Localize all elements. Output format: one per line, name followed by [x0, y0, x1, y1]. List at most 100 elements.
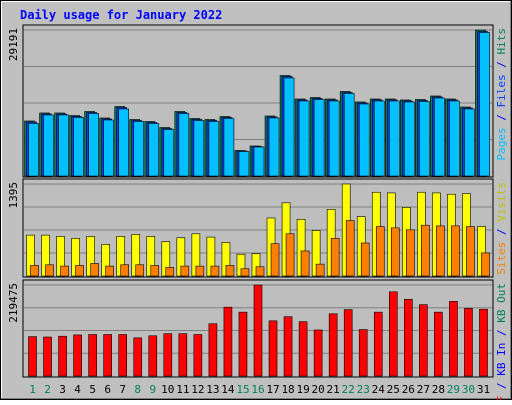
- bar-kb-kb-f-day-26: [404, 298, 413, 377]
- x-tick-label-day-15: 15: [236, 383, 249, 396]
- bar-visits-sites-day-24: [375, 226, 385, 277]
- bar-visits-sites-day-14: [225, 265, 235, 277]
- bar-hits-pages-day-8: [133, 121, 145, 177]
- panel-visits-legend-part: Visits: [495, 182, 508, 222]
- x-tick-label-day-26: 26: [402, 383, 415, 396]
- bar-visits-sites-day-15: [240, 268, 250, 277]
- bar-hits-pages-day-28: [434, 97, 445, 177]
- panel-hits-legend-part: Files: [495, 74, 508, 107]
- x-tick-label-day-5: 5: [89, 383, 96, 396]
- x-tick-label-day-23: 23: [357, 383, 370, 396]
- panel-kb: 219475KB F / KB In / KB Out: [7, 279, 508, 405]
- bar-hits-pages-day-22: [343, 93, 355, 177]
- x-tick-label-day-9: 9: [149, 383, 156, 396]
- bar-visits-sites-day-25: [390, 227, 400, 277]
- panel-hits-legend-part: Pages: [495, 127, 508, 160]
- bar-hits-pages-day-12: [193, 120, 205, 177]
- bar-hits-pages-day-24: [373, 100, 385, 177]
- bar-visits-sites-day-23: [360, 242, 370, 277]
- bar-visits-sites-day-9: [150, 265, 160, 277]
- x-tick-label-day-28: 28: [432, 383, 445, 396]
- x-tick-label-day-30: 30: [462, 383, 475, 396]
- bar-hits-pages-day-11: [178, 113, 190, 177]
- bar-hits-pages-day-15: [238, 151, 250, 177]
- bar-visits-sites-day-7: [120, 264, 130, 277]
- bar-hits-pages-day-14: [223, 118, 235, 177]
- bar-hits-pages-day-10: [163, 129, 175, 177]
- bar-kb-kb-f-day-29: [449, 301, 458, 377]
- x-tick-label-day-1: 1: [29, 383, 36, 396]
- bar-hits-pages-day-30: [464, 108, 475, 177]
- panel-hits-legend-part: Hits: [495, 28, 508, 55]
- panel-hits: 29191 Pages / Files / Hits: [7, 24, 508, 178]
- bar-visits-sites-day-19: [300, 250, 310, 277]
- bar-kb-kb-f-day-4: [73, 334, 82, 377]
- x-tick-label-day-21: 21: [327, 383, 340, 396]
- bar-kb-kb-f-day-27: [419, 304, 428, 377]
- bar-kb-kb-f-day-3: [58, 335, 67, 377]
- bar-hits-pages-day-5: [88, 113, 99, 177]
- bar-kb-kb-f-day-15: [238, 311, 248, 377]
- bar-kb-kb-f-day-17: [268, 320, 278, 377]
- bar-hits-pages-day-3: [58, 114, 69, 177]
- bar-visits-sites-day-5: [90, 263, 99, 277]
- bar-kb-kb-f-day-22: [343, 309, 353, 377]
- bar-visits-sites-day-29: [451, 225, 460, 277]
- bar-kb-kb-f-day-16: [253, 284, 263, 377]
- bar-hits-pages-day-7: [118, 108, 130, 177]
- panel-hits-legend-part: /: [495, 108, 508, 128]
- x-tick-label-day-7: 7: [119, 383, 126, 396]
- x-tick-label-day-11: 11: [176, 383, 189, 396]
- bar-visits-sites-day-30: [466, 226, 475, 277]
- bar-hits-pages-day-9: [148, 123, 160, 177]
- bar-kb-kb-f-day-21: [328, 313, 338, 377]
- bar-kb-kb-f-day-9: [148, 335, 158, 377]
- chart-title: Daily usage for January 2022: [20, 8, 222, 22]
- bar-hits-pages-day-2: [43, 114, 54, 177]
- x-axis-day-labels: 1 2 3 4 5 6 7 8 9 10 11 12 13 14 15 16 17 18 19 20 21 22 23 24 2…: [29, 383, 490, 396]
- x-tick-label-day-17: 17: [266, 383, 279, 396]
- bar-visits-sites-day-3: [60, 265, 69, 277]
- bar-kb-kb-f-day-30: [464, 308, 473, 377]
- bar-hits-pages-day-19: [298, 100, 310, 177]
- bar-kb-kb-f-day-18: [283, 316, 293, 377]
- x-tick-label-day-19: 19: [296, 383, 309, 396]
- panel-kb-legend-part: KB Out: [495, 283, 508, 323]
- bar-kb-kb-f-day-28: [434, 311, 443, 377]
- bar-hits-pages-day-6: [103, 119, 114, 177]
- bar-visits-sites-day-22: [345, 220, 355, 277]
- bar-kb-kb-f-day-24: [373, 311, 383, 377]
- x-tick-label-day-6: 6: [104, 383, 111, 396]
- bar-visits-sites-day-31: [481, 252, 490, 277]
- x-tick-label-day-16: 16: [251, 383, 264, 396]
- panel-visits-legend: Sites / Visits: [495, 182, 508, 275]
- bar-kb-kb-f-day-20: [313, 329, 323, 377]
- panel-hits-legend: Pages / Files / Hits: [495, 28, 508, 161]
- bar-kb-kb-f-day-10: [163, 333, 173, 377]
- bar-visits-sites-day-1: [30, 265, 39, 277]
- bar-visits-sites-day-11: [180, 265, 190, 277]
- x-tick-label-day-10: 10: [161, 383, 174, 396]
- x-tick-label-day-29: 29: [447, 383, 460, 396]
- x-tick-label-day-20: 20: [312, 383, 325, 396]
- bar-hits-pages-day-17: [268, 117, 280, 177]
- bar-visits-sites-day-26: [406, 229, 415, 277]
- x-tick-label-day-14: 14: [221, 383, 235, 396]
- bar-hits-pages-day-27: [419, 101, 430, 177]
- panel-hits-legend-part: /: [495, 55, 508, 75]
- bar-hits-pages-day-18: [283, 77, 295, 177]
- panel-kb-legend-part: KB In: [495, 343, 508, 376]
- panel-kb-max-label: 219475: [7, 283, 20, 323]
- bar-visits-sites-day-20: [315, 263, 325, 277]
- panel-visits-legend-part: Sites: [495, 242, 508, 275]
- bar-kb-kb-f-day-1: [28, 336, 37, 377]
- bar-kb-kb-f-day-2: [43, 336, 52, 377]
- bar-kb-kb-f-day-12: [193, 334, 203, 377]
- x-tick-label-day-12: 12: [191, 383, 204, 396]
- bar-hits-pages-day-31: [479, 32, 490, 177]
- bar-kb-kb-f-day-11: [178, 333, 188, 377]
- bar-visits-sites-day-8: [135, 264, 145, 277]
- panel-visits-legend-part: /: [495, 222, 508, 242]
- bar-kb-kb-f-day-5: [88, 334, 97, 377]
- bar-hits-pages-day-26: [404, 101, 415, 177]
